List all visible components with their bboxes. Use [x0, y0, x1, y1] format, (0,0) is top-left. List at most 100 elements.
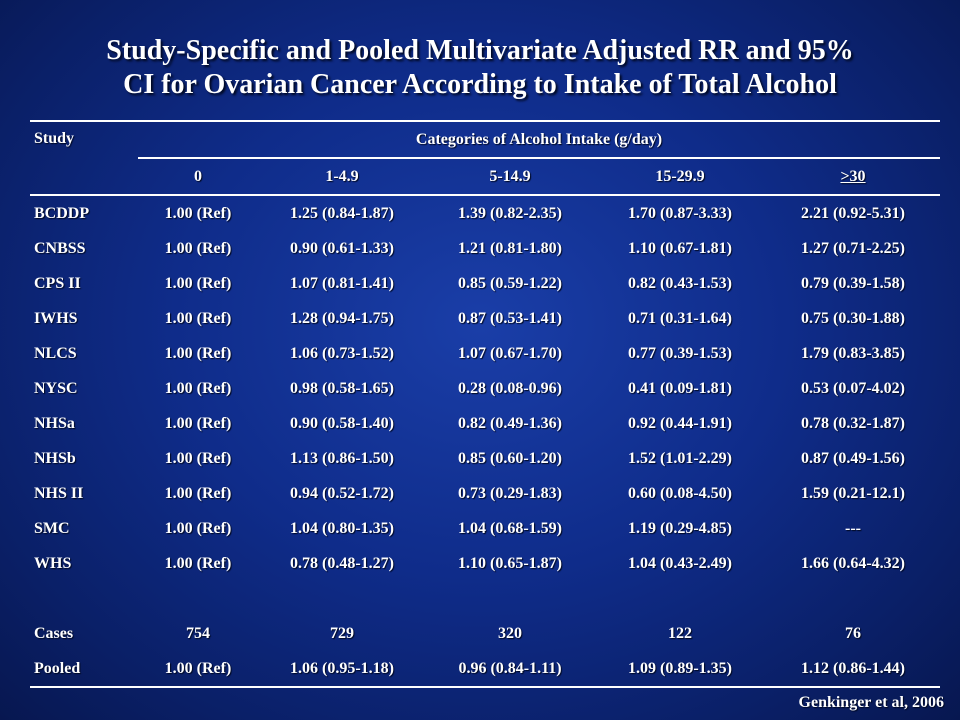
study-name	[30, 581, 138, 616]
table-cell: 1.00 (Ref)	[164, 414, 232, 432]
table-cell: 0.73 (0.29-1.83)	[458, 484, 562, 502]
table-cell: 0.41 (0.09-1.81)	[628, 379, 732, 397]
table-cell	[766, 581, 940, 616]
table-cell: 1.00 (Ref)	[164, 449, 232, 467]
cases-row: Cases 754 729 320 122 76	[30, 616, 940, 651]
table-cell: 1.25 (0.84-1.87)	[290, 204, 394, 222]
table-cell: 1.13 (0.86-1.50)	[290, 449, 394, 467]
table-cell: 1.00 (Ref)	[164, 519, 232, 537]
category-header-0: 0	[194, 167, 202, 185]
study-name: NHSa	[34, 414, 75, 432]
table-cell: 1.12 (0.86-1.44)	[801, 659, 905, 677]
table-cell: 1.28 (0.94-1.75)	[290, 309, 394, 327]
table-cell	[258, 581, 426, 616]
table-cell: 0.98 (0.58-1.65)	[290, 379, 394, 397]
table-cell: 1.00 (Ref)	[164, 554, 232, 572]
table-row: NHS II 1.00 (Ref) 0.94 (0.52-1.72) 0.73 (0.…	[30, 476, 940, 511]
table-cell: 0.60 (0.08-4.50)	[628, 484, 732, 502]
table-cell: 1.66 (0.64-4.32)	[801, 554, 905, 572]
table-cell: 1.00 (Ref)	[164, 659, 232, 677]
table-cell	[426, 581, 594, 616]
table-row: NHSb 1.00 (Ref) 1.13 (0.86-1.50) 0.85 (0.60…	[30, 441, 940, 476]
table-cell: 1.19 (0.29-4.85)	[628, 519, 732, 537]
table-row: BCDDP 1.00 (Ref) 1.25 (0.84-1.87) 1.39 (0.8…	[30, 195, 940, 231]
slide-title: Study-Specific and Pooled Multivariate A…	[20, 34, 940, 102]
study-column-header: Study	[34, 130, 75, 147]
study-name: Cases	[34, 624, 74, 642]
study-name: WHS	[34, 554, 72, 572]
table-cell: 1.04 (0.80-1.35)	[290, 519, 394, 537]
table-cell: 1.00 (Ref)	[164, 309, 232, 327]
table-cell: 1.79 (0.83-3.85)	[801, 344, 905, 362]
table-cell	[138, 581, 258, 616]
table-cell: 0.75 (0.30-1.88)	[801, 309, 905, 327]
spacer-row	[30, 581, 940, 616]
table-cell: 0.94 (0.52-1.72)	[290, 484, 394, 502]
table-cell: 1.21 (0.81-1.80)	[458, 239, 562, 257]
category-header-3: 15-29.9	[655, 167, 705, 185]
table-cell: 0.87 (0.49-1.56)	[801, 449, 905, 467]
table-cell: 729	[330, 624, 354, 642]
table-cell: 1.52 (1.01-2.29)	[628, 449, 732, 467]
table-row: SMC 1.00 (Ref) 1.04 (0.80-1.35) 1.04 (0.68-…	[30, 511, 940, 546]
study-name: NLCS	[34, 344, 77, 362]
table-cell: 1.00 (Ref)	[164, 274, 232, 292]
table-cell: 122	[668, 624, 692, 642]
table-cell: 0.78 (0.48-1.27)	[290, 554, 394, 572]
alcohol-rr-table: Study Categories of Alcohol Intake (g/da…	[30, 120, 940, 688]
table-cell: 0.87 (0.53-1.41)	[458, 309, 562, 327]
table-row: WHS 1.00 (Ref) 0.78 (0.48-1.27) 1.10 (0.65-…	[30, 546, 940, 581]
study-name: SMC	[34, 519, 70, 537]
table-cell: 1.04 (0.43-2.49)	[628, 554, 732, 572]
table-row: NHSa 1.00 (Ref) 0.90 (0.58-1.40) 0.82 (0.49…	[30, 406, 940, 441]
table-row: CPS II 1.00 (Ref) 1.07 (0.81-1.41) 0.85 (0.…	[30, 266, 940, 301]
study-name: Pooled	[34, 659, 81, 677]
table-row: NYSC 1.00 (Ref) 0.98 (0.58-1.65) 0.28 (0.08…	[30, 371, 940, 406]
table-cell: 1.27 (0.71-2.25)	[801, 239, 905, 257]
slide-title-line-2: CI for Ovarian Cancer According to Intak…	[123, 69, 837, 100]
study-name: IWHS	[34, 309, 78, 327]
table-cell: ---	[845, 519, 861, 537]
table-cell: 1.00 (Ref)	[164, 204, 232, 222]
table-cell: 0.90 (0.58-1.40)	[290, 414, 394, 432]
table-row: IWHS 1.00 (Ref) 1.28 (0.94-1.75) 0.87 (0.53…	[30, 301, 940, 336]
table-cell: 0.90 (0.61-1.33)	[290, 239, 394, 257]
category-header-2: 5-14.9	[489, 167, 531, 185]
study-name: NYSC	[34, 379, 78, 397]
category-header-4: >30	[840, 167, 866, 185]
table-cell: 0.78 (0.32-1.87)	[801, 414, 905, 432]
table-cell: 1.70 (0.87-3.33)	[628, 204, 732, 222]
study-name: NHS II	[34, 484, 84, 502]
table-cell: 0.79 (0.39-1.58)	[801, 274, 905, 292]
table-cell: 1.10 (0.65-1.87)	[458, 554, 562, 572]
citation: Genkinger et al, 2006	[798, 694, 944, 711]
table-cell: 320	[498, 624, 522, 642]
slide-title-line-1: Study-Specific and Pooled Multivariate A…	[106, 35, 854, 66]
table-cell: 754	[186, 624, 210, 642]
category-header-row: 0 1-4.9 5-14.9 15-29.9 >30	[30, 158, 940, 195]
table-cell: 1.06 (0.95-1.18)	[290, 659, 394, 677]
table-cell: 0.82 (0.43-1.53)	[628, 274, 732, 292]
table-cell: 0.96 (0.84-1.11)	[458, 659, 562, 677]
table-cell: 0.71 (0.31-1.64)	[628, 309, 732, 327]
table-cell: 1.59 (0.21-12.1)	[801, 484, 905, 502]
study-name: NHSb	[34, 449, 76, 467]
table-cell: 0.77 (0.39-1.53)	[628, 344, 732, 362]
table-row: CNBSS 1.00 (Ref) 0.90 (0.61-1.33) 1.21 (0.8…	[30, 231, 940, 266]
table-cell: 1.06 (0.73-1.52)	[290, 344, 394, 362]
table-row: NLCS 1.00 (Ref) 1.06 (0.73-1.52) 1.07 (0.67…	[30, 336, 940, 371]
table-cell: 0.85 (0.59-1.22)	[458, 274, 562, 292]
study-name: CPS II	[34, 274, 81, 292]
table-cell	[594, 581, 766, 616]
table-cell: 1.07 (0.81-1.41)	[290, 274, 394, 292]
table-cell: 1.00 (Ref)	[164, 344, 232, 362]
table-cell: 1.00 (Ref)	[164, 379, 232, 397]
pooled-row: Pooled 1.00 (Ref) 1.06 (0.95-1.18) 0.96 (0.…	[30, 651, 940, 687]
table-cell: 76	[845, 624, 861, 642]
category-header-1: 1-4.9	[325, 167, 359, 185]
table-cell: 1.00 (Ref)	[164, 484, 232, 502]
table-cell: 1.39 (0.82-2.35)	[458, 204, 562, 222]
table-cell: 0.82 (0.49-1.36)	[458, 414, 562, 432]
table-cell: 2.21 (0.92-5.31)	[801, 204, 905, 222]
table-cell: 1.09 (0.89-1.35)	[628, 659, 732, 677]
